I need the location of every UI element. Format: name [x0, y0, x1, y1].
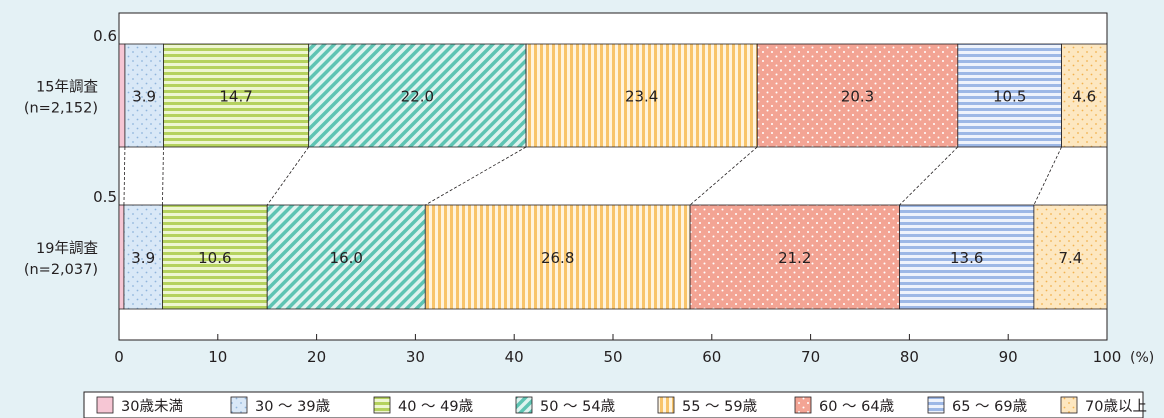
bar-segment [525, 43, 758, 148]
small-value-label: 0.6 [93, 27, 117, 45]
x-tick-label: 60 [702, 348, 721, 366]
bar-segment [308, 43, 527, 148]
data-label: 7.4 [1059, 249, 1083, 267]
x-tick-label: 90 [999, 348, 1018, 366]
data-label: 20.3 [841, 88, 874, 106]
legend-label: 50 ～ 54歳 [540, 398, 615, 415]
bar-segment [689, 204, 900, 310]
legend-swatch [230, 396, 248, 414]
bar-segment [163, 43, 310, 148]
connector-line [899, 146, 959, 206]
x-tick-label: 70 [801, 348, 820, 366]
category-label: 15年調査 [36, 79, 98, 96]
legend-swatch [794, 396, 812, 414]
bar-segment [957, 43, 1062, 148]
data-label: 16.0 [330, 249, 363, 267]
legend-swatch [515, 396, 533, 414]
legend-swatch [657, 396, 675, 414]
x-tick-label: 80 [900, 348, 919, 366]
x-tick-label: 100 [1093, 348, 1122, 366]
connector-line [1033, 146, 1062, 206]
legend-swatch [96, 396, 114, 414]
x-tick-label: 50 [603, 348, 622, 366]
legend-label: 55 ～ 59歳 [682, 398, 757, 415]
bar-segment [1061, 43, 1108, 148]
legend-label: 40 ～ 49歳 [398, 398, 473, 415]
x-tick-label: 30 [406, 348, 425, 366]
bar-segment [162, 204, 268, 310]
category-sublabel: (n=2,152) [24, 101, 98, 117]
bar-segment [124, 43, 164, 148]
data-label: 13.6 [950, 249, 983, 267]
legend-swatch [1060, 396, 1078, 414]
data-label: 3.9 [132, 88, 156, 106]
category-sublabel: (n=2,037) [24, 262, 98, 278]
legend-label: 30歳未満 [121, 398, 183, 415]
x-tick-label: 0 [114, 348, 124, 366]
data-label: 10.6 [198, 249, 231, 267]
bar-segment [1033, 204, 1108, 310]
data-label: 10.5 [993, 88, 1026, 106]
x-tick-label: 20 [307, 348, 326, 366]
data-label: 26.8 [541, 249, 574, 267]
legend-label: 70歳以上 [1085, 398, 1147, 415]
legend-swatch [927, 396, 945, 414]
connector-line [266, 146, 310, 206]
bar-segment [424, 204, 691, 310]
legend-label: 30 ～ 39歳 [255, 398, 330, 415]
legend-swatch [373, 396, 391, 414]
legend-box [83, 391, 1144, 418]
connector-line [425, 146, 527, 206]
small-value-label: 0.5 [93, 188, 117, 206]
data-label: 3.9 [131, 249, 155, 267]
bar-segment [756, 43, 959, 148]
data-label: 14.7 [219, 88, 252, 106]
bar-segment [899, 204, 1035, 310]
data-label: 4.6 [1072, 88, 1096, 106]
legend-label: 65 ～ 69歳 [952, 398, 1027, 415]
x-unit-label: (%) [1130, 350, 1154, 366]
x-tick-label: 40 [505, 348, 524, 366]
legend-label: 60 ～ 64歳 [819, 398, 894, 415]
bar-segment [118, 204, 125, 310]
bar-segment [118, 43, 126, 148]
data-label: 22.0 [401, 88, 434, 106]
data-label: 21.2 [778, 249, 811, 267]
category-label: 19年調査 [36, 240, 98, 257]
data-label: 23.4 [625, 88, 658, 106]
x-tick-label: 10 [208, 348, 227, 366]
bar-segment [123, 204, 163, 310]
